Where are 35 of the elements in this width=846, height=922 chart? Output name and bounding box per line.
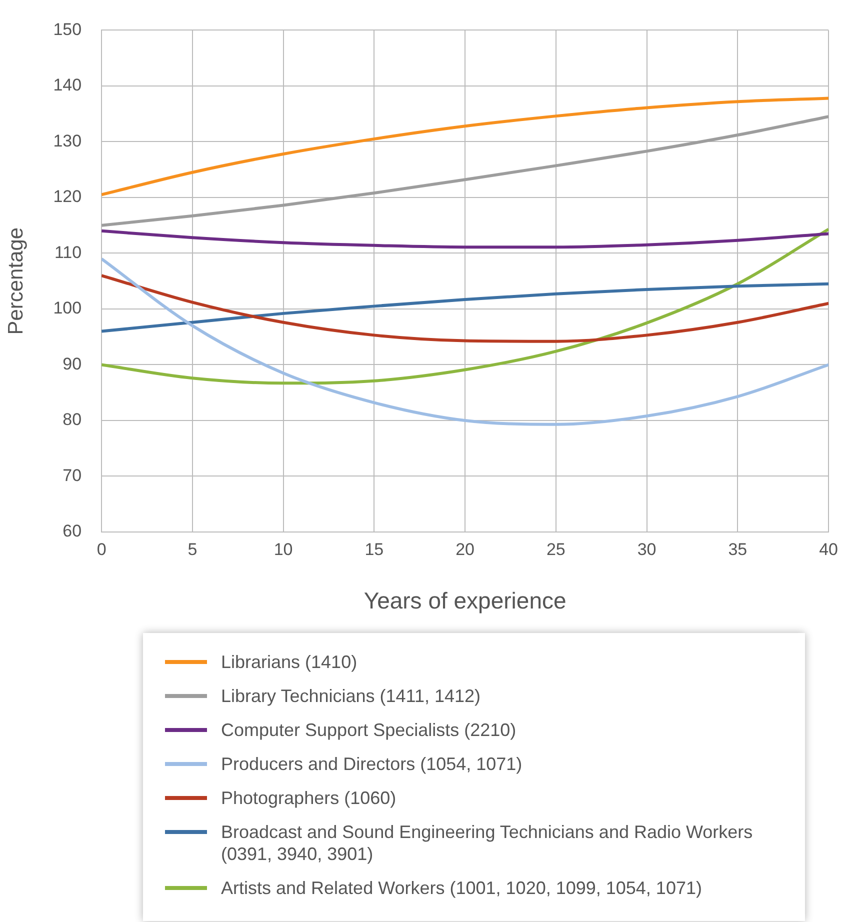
y-tick-label: 130 xyxy=(53,131,82,150)
line-series xyxy=(102,257,829,426)
y-tick-label: 90 xyxy=(62,354,82,374)
y-tick-label: 100 xyxy=(53,298,82,318)
line-series xyxy=(102,115,829,227)
x-tick-label: 10 xyxy=(274,540,293,559)
line-series xyxy=(102,229,829,249)
x-tick-label: 0 xyxy=(96,540,106,559)
x-tick-label: 30 xyxy=(637,540,656,559)
legend-label: Librarians (1410) xyxy=(221,651,358,673)
y-axis-title: Percentage xyxy=(4,227,28,335)
line-series xyxy=(102,228,829,385)
y-tick-label: 80 xyxy=(62,410,82,430)
legend-label: Broadcast and Sound Engineering Technicians and Radio Workers (0391, 3940, 3901) xyxy=(221,821,754,865)
y-tick-label: 120 xyxy=(53,187,82,206)
line-series xyxy=(102,96,829,196)
x-tick-label: 5 xyxy=(188,540,198,559)
x-tick-label: 25 xyxy=(546,540,566,559)
x-tick-label: 40 xyxy=(819,540,838,559)
legend-label: Library Technicians (1411, 1412) xyxy=(221,685,480,707)
x-tick-label: 20 xyxy=(456,540,475,559)
y-tick-label: 70 xyxy=(62,466,82,485)
x-tick-label: 35 xyxy=(728,540,748,559)
legend-label: Artists and Related Workers (1001, 1020, 1099, 1054, 1071) xyxy=(221,877,702,899)
legend-label: Computer Support Specialists (2210) xyxy=(221,719,516,741)
y-tick-label: 150 xyxy=(53,20,82,39)
line-series xyxy=(102,282,829,333)
line-series xyxy=(102,274,829,343)
y-tick-label: 140 xyxy=(53,76,82,95)
legend-label: Photographers (1060) xyxy=(221,787,396,809)
legend-label: Producers and Directors (1054, 1071) xyxy=(221,753,522,775)
x-axis-title: Years of experience xyxy=(364,588,566,614)
y-tick-label: 60 xyxy=(62,522,82,541)
y-tick-label: 110 xyxy=(54,242,82,262)
x-tick-label: 15 xyxy=(364,540,384,559)
